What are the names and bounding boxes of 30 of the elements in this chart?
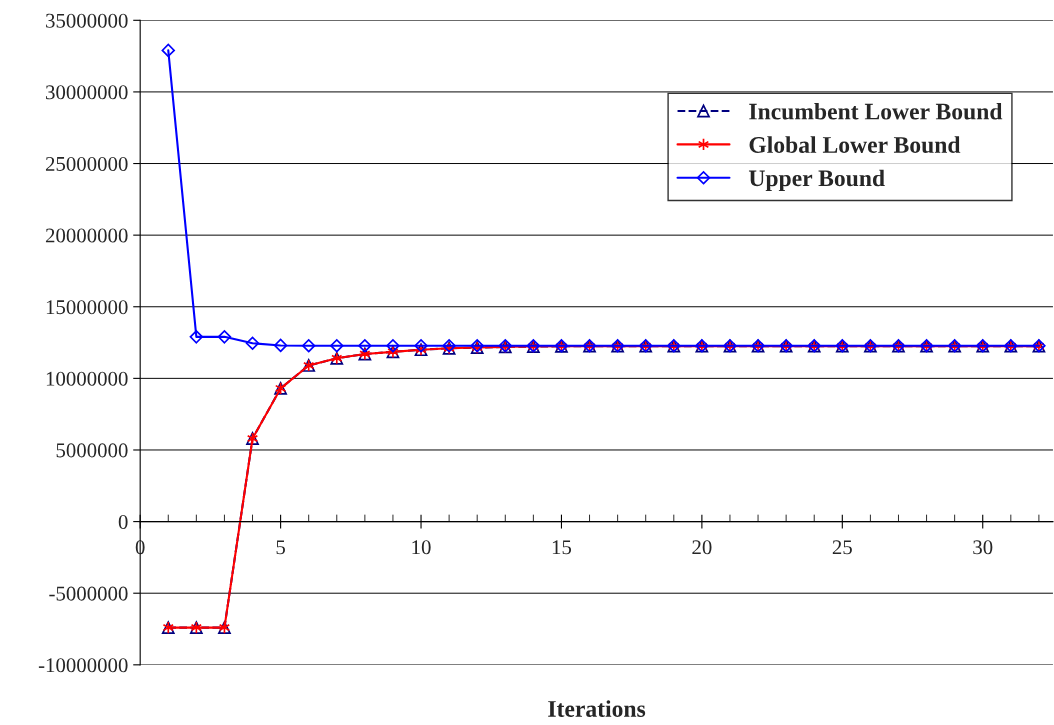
x-tick-label: 30 [973,540,993,555]
x-tick-label: 5 [276,540,285,555]
y-tick-label: 30000000 [46,85,128,100]
point [245,336,260,351]
point [414,338,428,353]
point [217,330,232,344]
point [386,338,400,353]
y-tick-label: -10000000 [38,658,128,673]
y-tick-label: 25000000 [45,156,128,171]
y-tick-label: 5000000 [56,443,128,458]
x-tick-label: 25 [832,540,852,555]
y-tick-label: 20000000 [45,228,128,243]
x-tick-label: 10 [412,540,431,555]
point [273,338,288,353]
point [189,330,204,344]
y-tick-label: 10000000 [46,371,128,386]
y-tick-label: 15000000 [46,300,128,315]
x-axis-title: Iterations [548,700,646,717]
legend-label: Incumbent Lower Bound [749,102,1003,120]
point [330,338,344,353]
legend-label: Global Lower Bound [749,136,961,153]
point [161,43,175,58]
y-tick-label: 0 [118,514,128,530]
y-tick-label: 35000000 [46,13,128,28]
x-tick-label: 15 [552,540,572,555]
point [358,338,372,353]
legend-label: Upper Bound [748,169,885,192]
point [301,338,316,353]
x-tick-label: 20 [692,540,712,555]
y-tick-label: -5000000 [49,586,128,601]
